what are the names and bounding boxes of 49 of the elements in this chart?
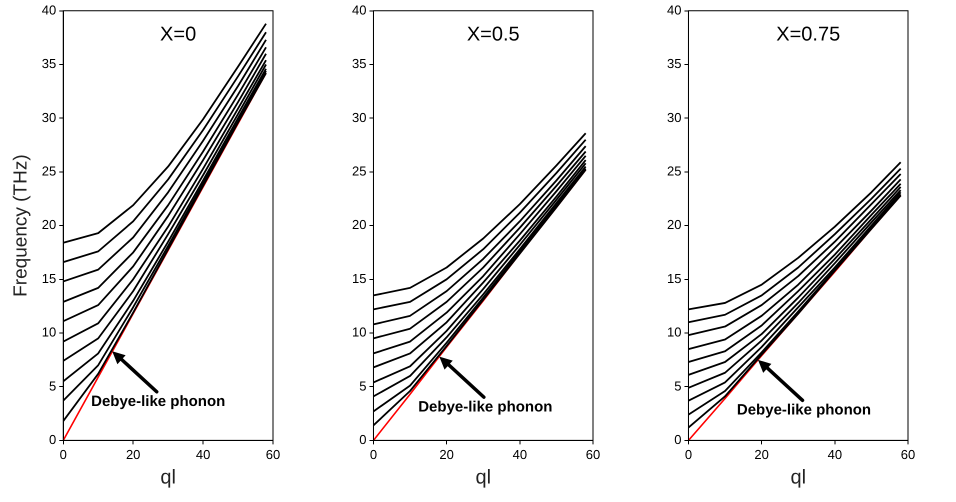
y-tick-label: 15 (42, 270, 56, 286)
y-tick-label: 35 (352, 56, 366, 72)
y-tick-label: 40 (666, 2, 682, 18)
y-tick-label: 5 (674, 378, 682, 394)
x-tick-label: 20 (439, 446, 454, 462)
y-tick-label: 10 (352, 324, 366, 340)
y-tick-label: 20 (42, 217, 56, 232)
x-axis-title: ql (475, 466, 492, 489)
y-tick-label: 20 (666, 217, 682, 232)
x-tick-label: 60 (266, 446, 280, 462)
y-tick-label: 30 (352, 110, 366, 125)
y-tick-label: 5 (359, 378, 366, 394)
x-tick-label: 0 (60, 446, 67, 462)
annotation: Debye-like phonon (736, 401, 872, 418)
y-tick-label: 30 (42, 110, 56, 125)
y-axis-title: Frequency (THz) (10, 154, 32, 297)
x-tick-label: 0 (370, 446, 378, 462)
x-tick-label: 60 (586, 446, 600, 462)
y-tick-label: 5 (49, 378, 56, 394)
y-tick-label: 20 (352, 217, 366, 232)
x-tick-label: 40 (828, 446, 842, 462)
y-tick-label: 15 (352, 270, 366, 286)
x-tick-label: 40 (512, 446, 528, 462)
y-tick-label: 0 (674, 432, 682, 447)
x-axis-title: ql (790, 466, 806, 489)
y-tick-label: 40 (42, 2, 56, 18)
text: X=0.5 (466, 23, 520, 46)
x-axis-title: ql (160, 466, 176, 489)
y-tick-label: 10 (666, 324, 682, 340)
x-tick-label: 20 (754, 446, 769, 462)
y-tick-label: 35 (666, 56, 682, 72)
x-tick-label: 60 (900, 446, 916, 462)
y-tick-label: 30 (666, 110, 682, 125)
y-tick-label: 35 (42, 56, 56, 72)
text: X=0 (160, 23, 196, 46)
annotation: Debye-like phonon (418, 398, 552, 416)
y-tick-label: 15 (666, 270, 682, 286)
x-tick-label: 0 (684, 446, 692, 462)
y-tick-label: 0 (359, 432, 366, 447)
annotation: Debye-like phonon (91, 392, 226, 410)
y-tick-label: 25 (666, 163, 682, 178)
x-tick-label: 40 (196, 446, 210, 462)
y-tick-label: 40 (352, 2, 366, 18)
y-tick-label: 0 (49, 432, 56, 447)
y-tick-label: 10 (42, 324, 56, 340)
y-tick-label: 25 (352, 163, 366, 178)
y-tick-label: 25 (42, 163, 56, 178)
text: X=0.75 (776, 23, 840, 46)
x-tick-label: 20 (126, 446, 140, 462)
